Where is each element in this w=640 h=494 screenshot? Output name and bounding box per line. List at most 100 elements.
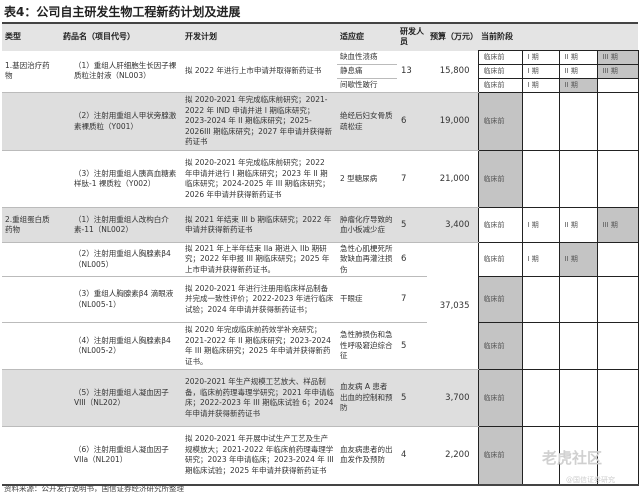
- stage-cell: 临床前: [477, 369, 523, 427]
- stage-cell: [596, 242, 639, 277]
- drug-pipeline-table: 类型 药品名（项目代号） 开发计划 适应症 研发人员 预算（万元） 当前阶段 1…: [2, 22, 639, 486]
- drug-name-cell: （4）注射用重组人胸腺素β4（NL005-2）: [60, 322, 182, 370]
- drug-name-cell: （3）注射用重组人胰高血糖素样肽-1 裸质粒（Y002）: [60, 150, 182, 208]
- table-row: （6）注射用重组人凝血因子 VIIa（NL201）拟 2020-2021 年开展…: [2, 426, 639, 485]
- stage-cell: [596, 369, 639, 427]
- header-stage: 当前阶段: [478, 23, 638, 51]
- table-row: （3）注射用重组人胰高血糖素样肽-1 裸质粒（Y002）拟 2020-2021 …: [2, 150, 639, 208]
- stage-cell: I 期: [521, 78, 560, 93]
- stage-cell: [596, 322, 639, 370]
- stage-cell: [596, 92, 639, 151]
- table-title: 表4：公司自主研发生物工程新药计划及进展: [4, 5, 241, 19]
- stage-cell: 临床前: [477, 207, 523, 243]
- plan-cell: 拟 2020-2021 年完成临床前研究；2021-2022 年 IND 申请并…: [182, 92, 337, 151]
- staff-cell: 5: [397, 207, 427, 243]
- header-type: 类型: [2, 23, 60, 51]
- staff-cell: 5: [397, 322, 427, 370]
- stage-cell: 临床前: [477, 150, 523, 208]
- table-row: （3）重组人胸腺素β4 滴眼液（NL005-1）拟 2020-2021 年进行注…: [2, 276, 639, 323]
- table-row: （2）注射用重组人甲状旁腺激素裸质粒（Y001）拟 2020-2021 年完成临…: [2, 92, 639, 151]
- stage-cell: [596, 426, 639, 485]
- type-cell: [2, 426, 60, 485]
- indication-cell: 缺血性溃疡: [337, 50, 397, 65]
- stage-cell: [521, 322, 560, 370]
- staff-cell: 7: [397, 276, 427, 323]
- indication-cell: 干眼症: [337, 276, 397, 323]
- budget-cell: 15,800: [427, 50, 478, 93]
- stage-cell: 临床前: [477, 276, 523, 323]
- indication-cell: 血友病 A 患者出血的控制和预防: [337, 369, 397, 427]
- table-row: 2.重组蛋白质药物 （1）注射用重组人改构白介素-11（NL002）拟 2021 …: [2, 207, 639, 243]
- drug-name-cell: （3）重组人胸腺素β4 滴眼液（NL005-1）: [60, 276, 182, 323]
- type-cell: [2, 242, 60, 277]
- indication-cell: 间歇性跛行: [337, 78, 397, 93]
- stage-cell: [596, 150, 639, 208]
- drug-name-cell: （5）注射用重组人凝血因子 VIII（NL202）: [60, 369, 182, 427]
- stage-cell: [558, 369, 598, 427]
- plan-cell: 拟 2022 年进行上市申请并取得新药证书: [182, 50, 337, 93]
- staff-cell: 5: [397, 369, 427, 427]
- budget-cell: 21,000: [427, 150, 478, 208]
- type-cell: [2, 150, 60, 208]
- type-cell: [2, 92, 60, 151]
- drug-name-cell: （2）注射用重组人胸腺素β4（NL005）: [60, 242, 182, 277]
- header-row: 类型 药品名（项目代号） 开发计划 适应症 研发人员 预算（万元） 当前阶段: [2, 23, 638, 51]
- stage-cell: [521, 92, 560, 151]
- indication-cell: 肿瘤化疗导致的血小板减少症: [337, 207, 397, 243]
- table-row: 间歇性跛行 临床前 I 期 II 期: [2, 78, 639, 93]
- stage-cell: 临床前: [477, 64, 523, 79]
- header-budget: 预算（万元）: [427, 23, 478, 51]
- stage-cell: [521, 150, 560, 208]
- table-row: （2）注射用重组人胸腺素β4（NL005）拟 2021 年上半年结束 IIa 期…: [2, 242, 639, 370]
- plan-cell: 拟 2020-2021 年完成临床前研究；2022 年申请并进行 I 期临床研究…: [182, 150, 337, 208]
- type-cell: 1.基因治疗药物: [2, 50, 60, 93]
- staff-cell: 6: [397, 92, 427, 151]
- drug-name-cell: （2）注射用重组人甲状旁腺激素裸质粒（Y001）: [60, 92, 182, 151]
- budget-cell: 3,700: [427, 369, 478, 427]
- stage-cell: III 期: [596, 50, 639, 65]
- stage-cell: [521, 426, 560, 485]
- stage-cell: 临床前: [477, 78, 523, 93]
- staff-cell: 7: [397, 150, 427, 208]
- stage-cell: [558, 276, 598, 323]
- stage-cell: III 期: [596, 64, 639, 79]
- stage-cell: [558, 322, 598, 370]
- watermark-logo: 老虎社区: [542, 449, 603, 467]
- stage-cell: [558, 92, 598, 151]
- stage-cell: 临床前: [477, 92, 523, 151]
- plan-cell: 拟 2020 年完成临床前药效学补充研究；2021-2022 年 II 期临床研…: [182, 322, 337, 370]
- stage-cell: [521, 369, 560, 427]
- stage-cell: [558, 150, 598, 208]
- drug-name-cell: （1）注射用重组人改构白介素-11（NL002）: [60, 207, 182, 243]
- type-cell: [2, 322, 60, 370]
- indication-cell: 静息痛: [337, 64, 397, 79]
- plan-cell: 拟 2020-2021 年进行注册用临床样品制备并完成一致性评价；2022-20…: [182, 276, 337, 323]
- stage-cell: 临床前: [477, 322, 523, 370]
- stage-cell: I 期: [521, 207, 560, 243]
- stage-cell: I 期: [521, 64, 560, 79]
- indication-cell: 2 型糖尿病: [337, 150, 397, 208]
- plan-cell: 2020-2021 年生产规模工艺放大、样品制备，临床前药理毒理学研究；2021…: [182, 369, 337, 427]
- plan-cell: 拟 2020-2021 年开展中试生产工艺及生产规模放大；2021-2022 年…: [182, 426, 337, 485]
- header-staff: 研发人员: [397, 23, 427, 51]
- stage-cell: I 期: [521, 50, 560, 65]
- indication-cell: 血友病患者的出血发作及预防: [337, 426, 397, 485]
- staff-cell: 13: [397, 50, 427, 93]
- drug-name-cell: （6）注射用重组人凝血因子 VIIa（NL201）: [60, 426, 182, 485]
- stage-cell: II 期: [558, 207, 598, 243]
- indication-cell: 急性肺损伤和急性呼吸窘迫综合征: [337, 322, 397, 370]
- header-indication: 适应症: [337, 23, 397, 51]
- stage-cell: 临床前: [477, 50, 523, 65]
- type-cell: [2, 276, 60, 323]
- indication-cell: 绝经后妇女骨质疏松症: [337, 92, 397, 151]
- staff-cell: 4: [397, 426, 427, 485]
- header-plan: 开发计划: [182, 23, 337, 51]
- budget-cell: 37,035: [427, 242, 478, 370]
- drug-name-cell: （1）重组人肝细胞生长因子裸质粒注射液（NL003）: [60, 50, 182, 93]
- budget-cell: 2,200: [427, 426, 478, 485]
- stage-cell: 临床前: [477, 426, 523, 485]
- header-drug: 药品名（项目代号）: [60, 23, 182, 51]
- stage-cell: [521, 276, 560, 323]
- table-row: （4）注射用重组人胸腺素β4（NL005-2）拟 2020 年完成临床前药效学补…: [2, 322, 639, 370]
- budget-cell: 19,000: [427, 92, 478, 151]
